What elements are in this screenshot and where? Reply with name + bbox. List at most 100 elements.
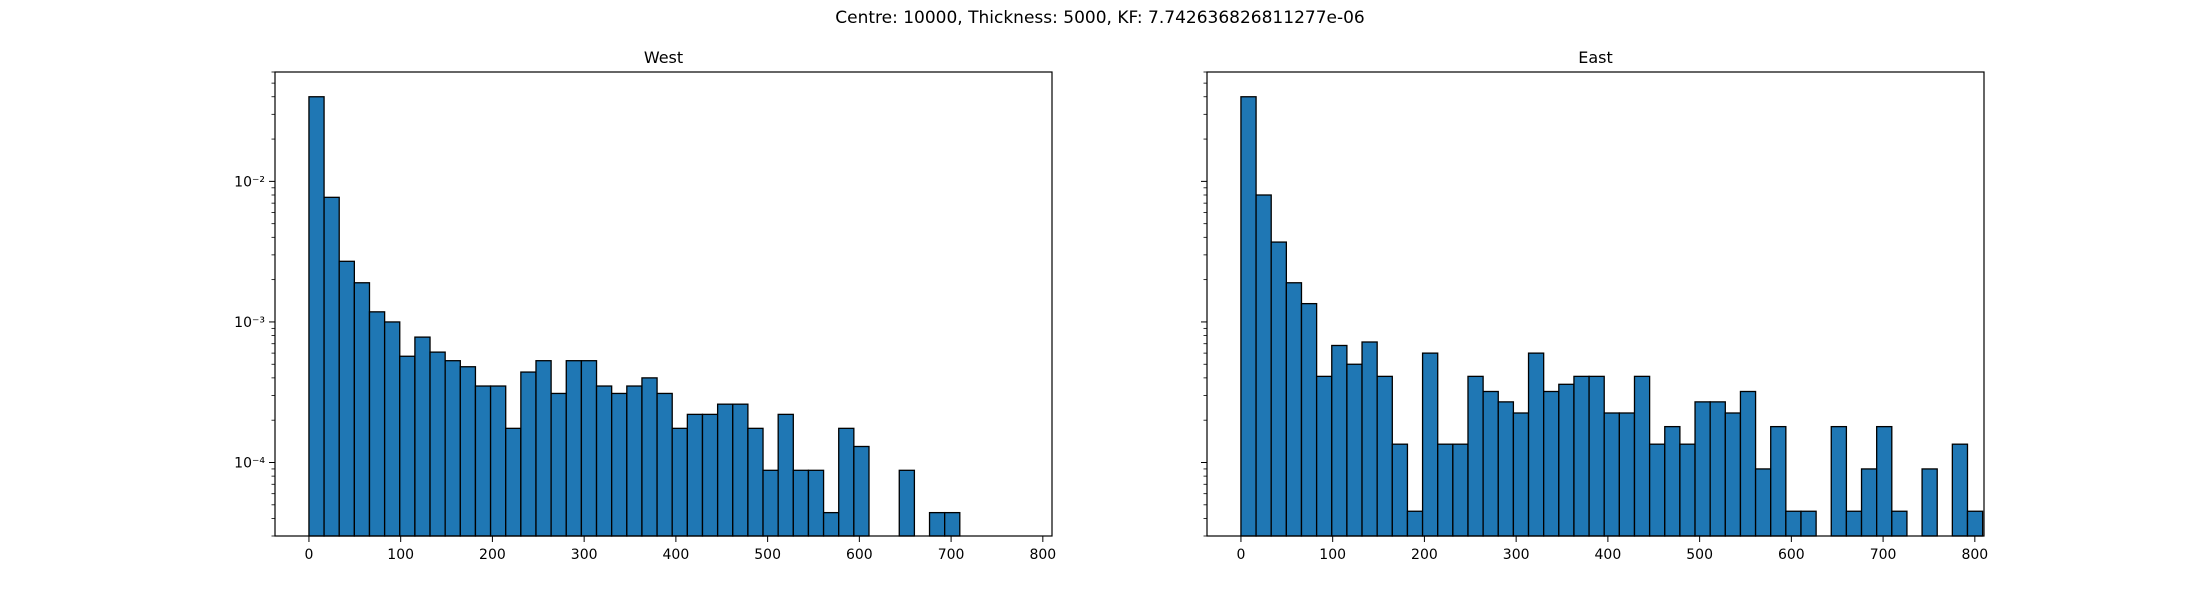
x-tick-label: 300 — [571, 547, 598, 563]
histogram-bar — [1603, 412, 1621, 537]
histogram-bar — [1724, 412, 1742, 537]
histogram-bar — [898, 469, 916, 537]
histogram-bar — [1573, 375, 1590, 537]
histogram-bar — [1876, 425, 1893, 537]
histogram-bar — [716, 403, 734, 537]
histogram-bar — [1437, 443, 1454, 537]
x-tick-label: 700 — [1870, 547, 1897, 563]
histogram-bar — [1770, 425, 1787, 537]
bar-group — [1240, 96, 1984, 537]
histogram-bar — [414, 336, 431, 537]
histogram-bar — [1240, 96, 1257, 537]
histogram-bar — [1497, 401, 1515, 537]
histogram-bar — [1800, 510, 1817, 537]
histogram-bar — [1633, 375, 1651, 537]
histogram-bar — [353, 282, 371, 537]
histogram-bar — [1527, 352, 1545, 537]
histogram-bar — [1845, 510, 1863, 537]
histogram-bar — [1951, 443, 1969, 537]
histogram-bar — [1588, 375, 1605, 537]
x-tick-label: 100 — [387, 547, 414, 563]
histogram-bar — [1331, 344, 1348, 537]
bar-group — [308, 96, 961, 537]
histogram-bar — [550, 392, 567, 537]
histogram-bar — [1406, 510, 1424, 537]
histogram-bar — [1452, 443, 1469, 537]
x-tick-label: 0 — [304, 547, 313, 563]
y-tick-label: 10⁻⁴ — [234, 456, 265, 472]
chart-panel-east: 0 100 200 300 400 500 600 700 800 East — [1201, 48, 1988, 563]
x-tick-label: 600 — [846, 547, 873, 563]
x-tick-label: 800 — [1961, 547, 1988, 563]
histogram-bar — [308, 96, 325, 537]
x-tick-label: 700 — [938, 547, 965, 563]
histogram-bar — [732, 403, 749, 537]
x-tick-label: 200 — [479, 547, 506, 563]
histogram-bar — [520, 371, 537, 537]
histogram-bar — [323, 196, 340, 537]
histogram-bar — [853, 445, 870, 537]
histogram-bar — [595, 385, 613, 537]
histogram-bar — [1315, 375, 1333, 537]
histogram-bar — [656, 392, 673, 537]
histogram-bar — [838, 427, 855, 537]
histogram-bar — [429, 351, 446, 537]
histogram-bar — [944, 511, 961, 537]
histogram-bar — [1346, 363, 1363, 537]
histogram-bar — [338, 260, 356, 537]
panel-title: East — [1578, 48, 1613, 67]
histogram-bar — [611, 392, 628, 537]
histogram-bar — [474, 385, 492, 537]
histogram-bar — [1679, 443, 1696, 537]
x-tick-label: 500 — [754, 547, 781, 563]
histogram-bar — [1618, 412, 1636, 537]
histogram-bar — [1467, 375, 1484, 537]
histogram-bar — [1361, 341, 1378, 537]
histogram-bar — [701, 413, 719, 537]
histogram-bar — [580, 360, 598, 537]
y-tick-label: 10⁻² — [234, 174, 265, 190]
histogram-bar — [928, 511, 946, 537]
histogram-bar — [822, 511, 840, 537]
x-tick-label: 300 — [1503, 547, 1530, 563]
histogram-bar — [368, 311, 386, 537]
histogram-bar — [489, 385, 507, 537]
x-tick-label: 0 — [1236, 547, 1245, 563]
histogram-bar — [1739, 390, 1757, 537]
figure-suptitle: Centre: 10000, Thickness: 5000, KF: 7.74… — [835, 8, 1365, 28]
histogram-bar — [1512, 412, 1530, 537]
histogram-bar — [459, 366, 477, 537]
histogram-bar — [383, 321, 401, 537]
histogram-bar — [1754, 468, 1772, 537]
histogram-bar — [1285, 282, 1303, 537]
histogram-bar — [1270, 241, 1288, 537]
histogram-bar — [807, 469, 825, 537]
histogram-bar — [1482, 390, 1499, 537]
panel-title: West — [644, 48, 683, 67]
histogram-bar — [1830, 425, 1848, 537]
histogram-bar — [762, 469, 779, 537]
histogram-bar — [671, 427, 689, 537]
x-tick-label: 800 — [1029, 547, 1056, 563]
x-tick-label: 500 — [1686, 547, 1713, 563]
histogram-bar — [1543, 390, 1560, 537]
histogram-bar — [535, 360, 552, 537]
histogram-bar — [641, 377, 658, 537]
x-tick-label: 100 — [1319, 547, 1346, 563]
chart-panel-west: 0 100 200 300 400 500 600 700 800 10⁻⁴ 10⁻³ 10⁻² Wes… — [234, 48, 1056, 563]
histogram-bar — [399, 355, 416, 537]
histogram-bar — [1558, 383, 1575, 537]
histogram-bar — [1709, 401, 1726, 537]
histogram-bar — [747, 427, 764, 537]
histogram-bar — [1966, 510, 1984, 537]
histogram-bar — [1255, 194, 1272, 537]
histogram-bar — [792, 469, 810, 537]
x-tick-label: 600 — [1778, 547, 1805, 563]
histogram-bar — [777, 413, 794, 537]
histogram-bar — [1664, 425, 1681, 537]
histogram-bar — [1376, 375, 1393, 537]
histogram-bar — [505, 427, 522, 537]
histogram-bar — [565, 360, 583, 537]
histogram-bar — [1391, 443, 1409, 537]
axes-frame — [274, 71, 1053, 537]
